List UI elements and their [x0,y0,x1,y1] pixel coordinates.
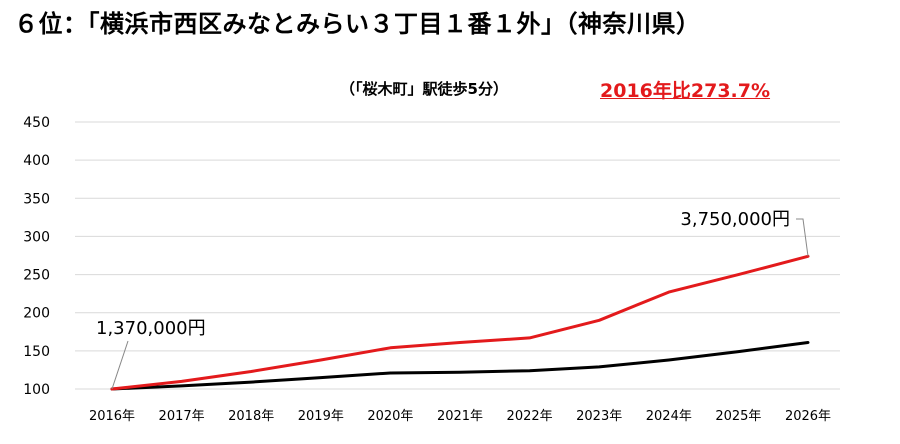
y-tick-label: 250 [23,268,50,284]
annotation-leader [796,218,809,257]
x-tick-label: 2025年 [715,409,761,424]
y-tick-label: 150 [23,344,50,360]
x-tick-label: 2026年 [785,409,831,424]
x-tick-label: 2024年 [646,409,692,424]
x-tick-label: 2022年 [507,409,553,424]
x-tick-label: 2016年 [89,409,135,424]
chart-subtitle: （「桜木町」駅徒歩5分） [340,80,508,98]
y-tick-label: 350 [23,191,50,207]
x-tick-label: 2020年 [367,409,413,424]
x-tick-label: 2019年 [298,409,344,424]
annotation-start-value: 1,370,000円 [96,318,206,339]
x-tick-label: 2023年 [576,409,622,424]
growth-ratio-label: 2016年比273.7% [600,80,771,102]
x-tick-label: 2018年 [228,409,274,424]
y-tick-label: 200 [23,306,50,322]
series-line-red [110,254,810,391]
y-tick-label: 450 [23,115,50,131]
annotation-end-value: 3,750,000円 [680,209,790,230]
y-tick-label: 100 [23,382,50,398]
x-tick-label: 2021年 [437,409,483,424]
x-tick-label: 2017年 [159,409,205,424]
y-tick-label: 400 [23,153,50,169]
chart-title: ６位：「横浜市西区みなとみらい３丁目１番１外」（神奈川県） [14,10,701,38]
annotation-leader [111,340,129,390]
series-line-black [110,341,810,391]
y-tick-label: 300 [23,229,50,245]
